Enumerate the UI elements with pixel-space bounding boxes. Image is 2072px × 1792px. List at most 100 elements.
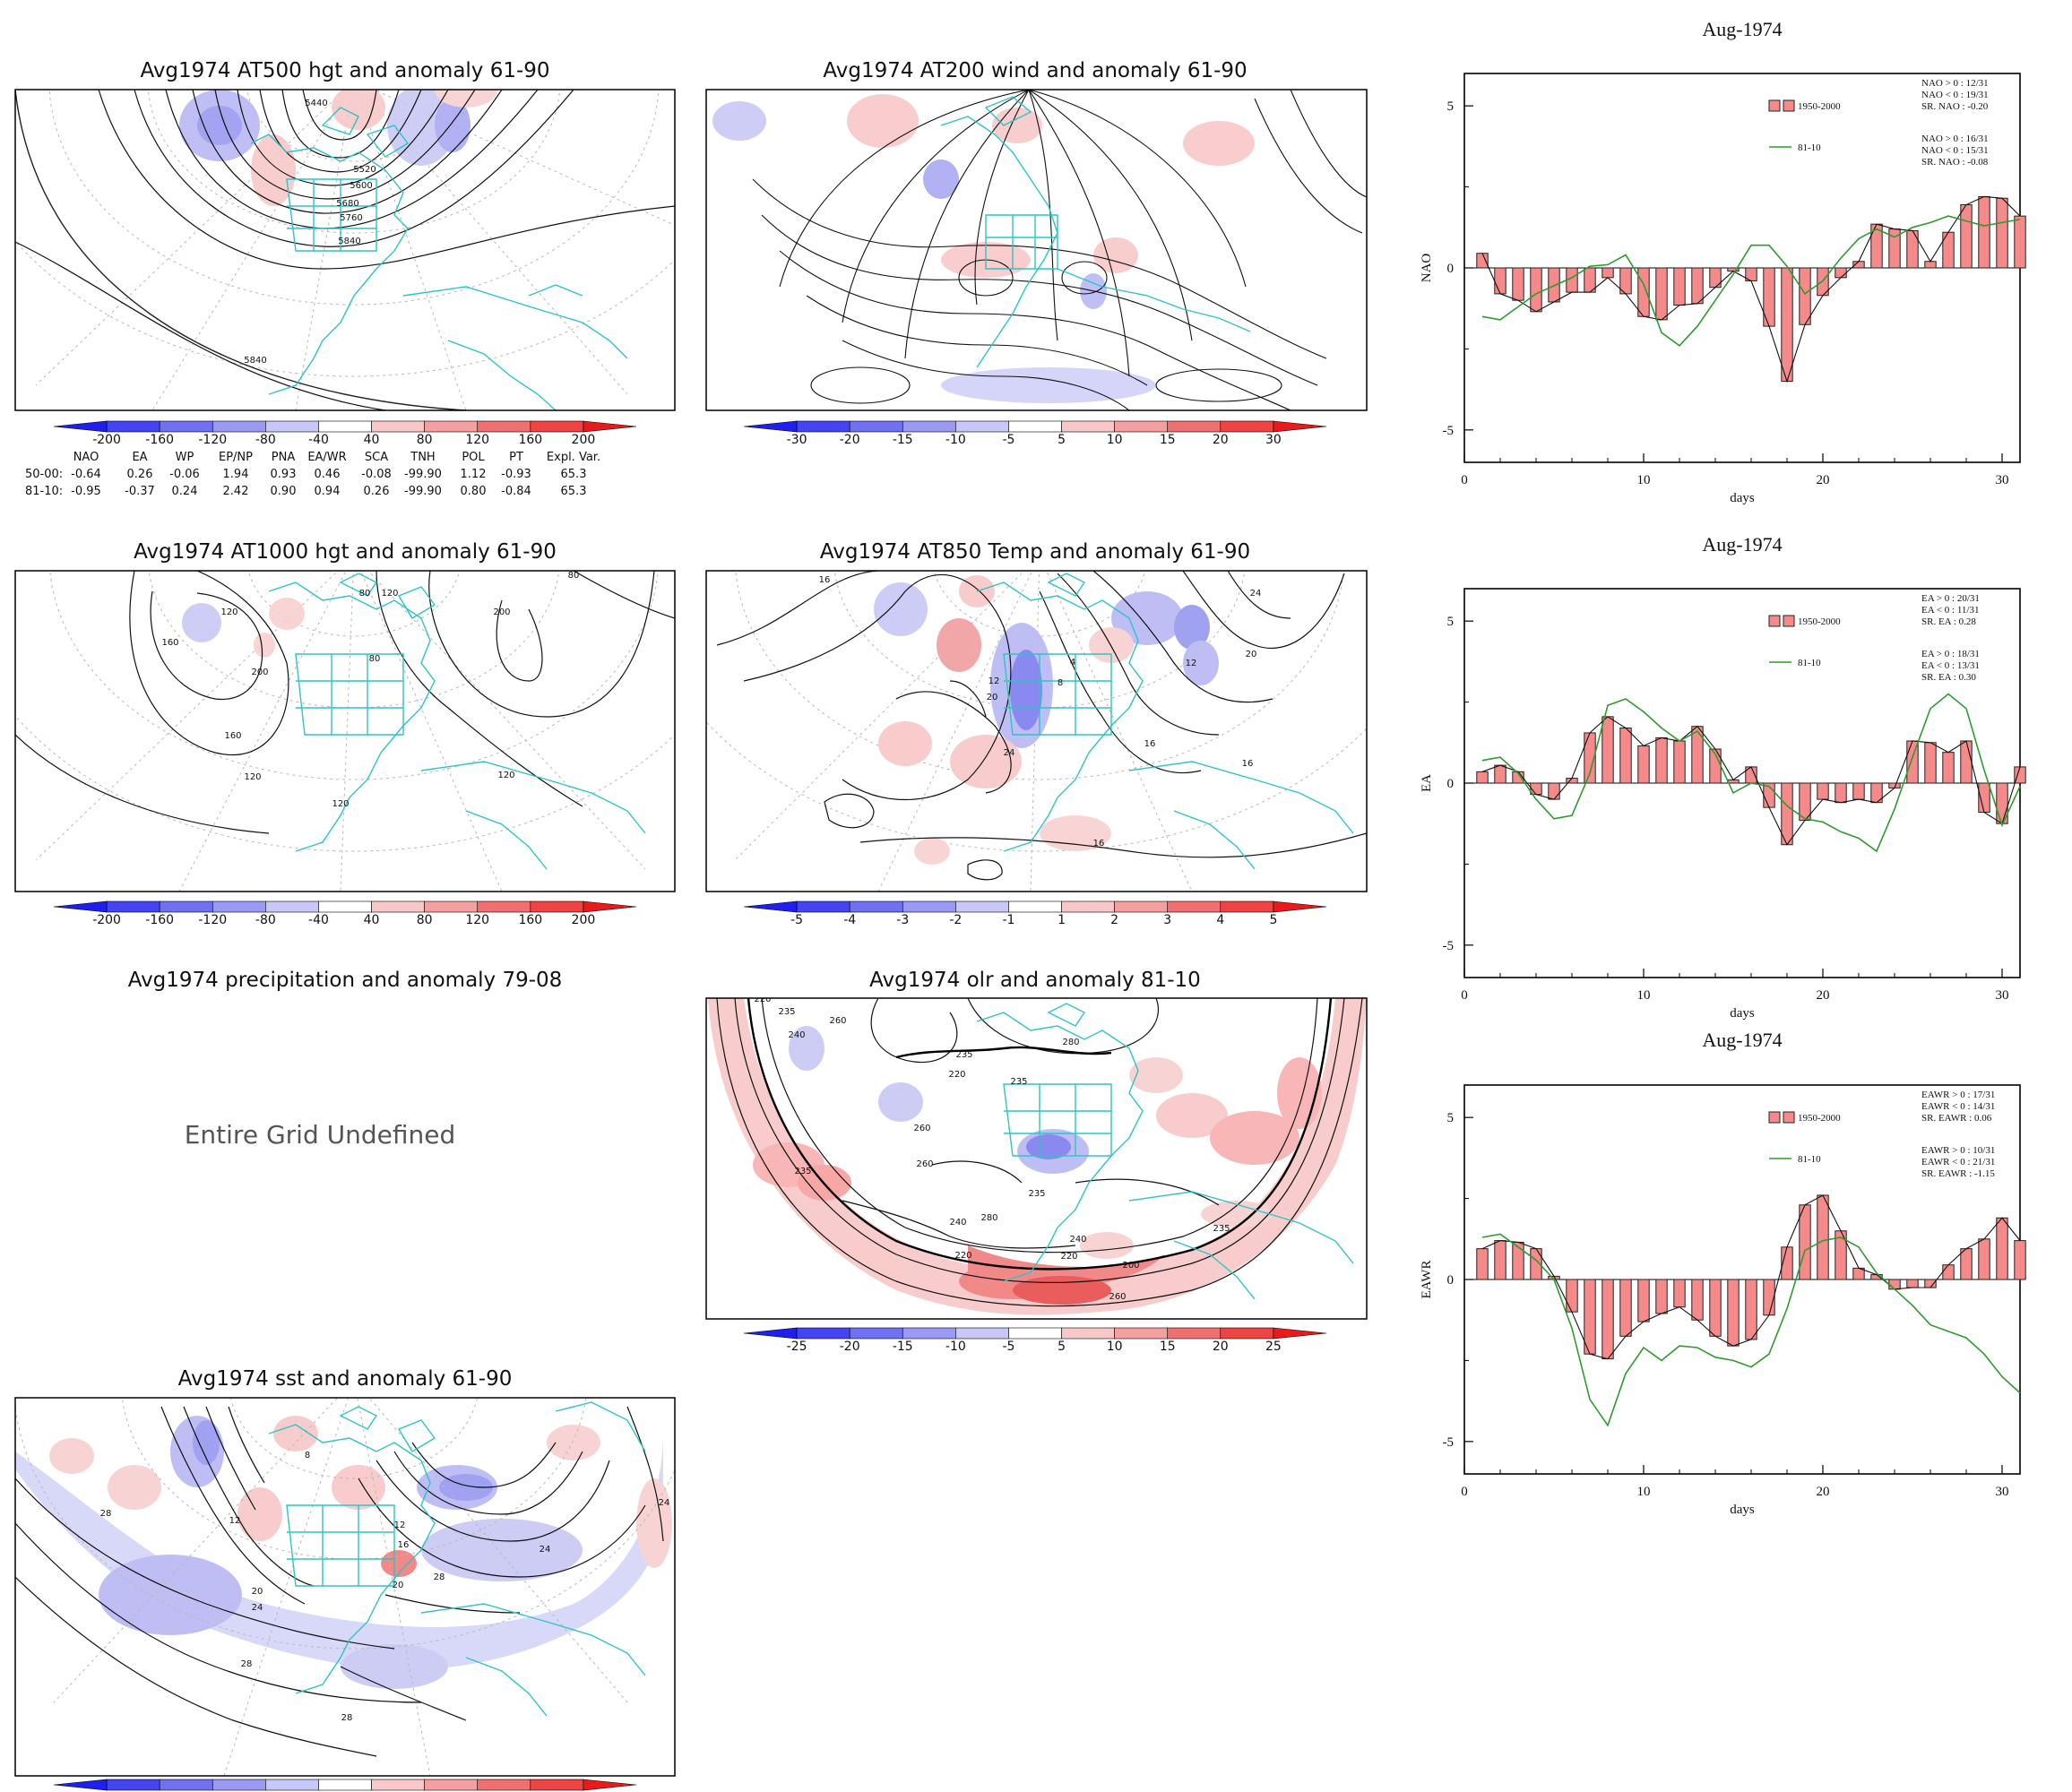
colorbar-swatch xyxy=(1220,900,1274,913)
map-field: 16 24 20 12 16 16 24 16 12 20 8 4 xyxy=(706,571,1367,892)
x-tick-label: 30 xyxy=(1996,1485,2009,1499)
colorbar-tick-label: 120 xyxy=(465,913,489,927)
table-cell: 0.80 xyxy=(461,485,487,498)
daily-bar xyxy=(1494,1240,1507,1280)
daily-bar xyxy=(1619,1279,1632,1337)
colorbar-swatch xyxy=(212,900,266,913)
contour-label: 16 xyxy=(1144,739,1156,749)
colorbar-swatch xyxy=(53,900,108,913)
contour-label: 160 xyxy=(161,638,178,648)
table-cell: 0.93 xyxy=(271,468,297,481)
colorbar-tick-label: -5 xyxy=(1002,1340,1014,1354)
colorbar-tick-label: -30 xyxy=(787,433,807,447)
colorbar-tick-label: -40 xyxy=(308,433,329,447)
contour-label: 16 xyxy=(398,1540,410,1550)
legend-stat: EA < 0 : 13/31 xyxy=(1921,660,1980,671)
colorbar-swatch xyxy=(1114,420,1169,433)
table-cell: 65.3 xyxy=(561,468,587,481)
colorbar-tick-label: 20 xyxy=(1213,1340,1229,1354)
table-cell: 1.12 xyxy=(461,468,487,481)
table-cell: -0.64 xyxy=(71,468,101,481)
x-tick-label: 0 xyxy=(1461,1485,1468,1499)
daily-bar xyxy=(1978,195,1990,269)
daily-bar xyxy=(1673,267,1686,306)
x-tick-label: 20 xyxy=(1817,1485,1830,1499)
colorbar-swatch xyxy=(849,900,903,913)
colorbar-tick-label: -3 xyxy=(896,913,909,927)
y-tick-label: -5 xyxy=(1443,1435,1455,1450)
table-header-cell: EA xyxy=(132,451,147,464)
contour-label: 200 xyxy=(251,668,268,677)
y-tick-label: 5 xyxy=(1447,99,1455,114)
colorbar-swatch xyxy=(265,420,319,433)
table-cell: -0.95 xyxy=(71,485,101,498)
colorbar-swatch xyxy=(1008,420,1062,433)
map-panel-sst: Avg1974 sst and anomaly 61-90 xyxy=(14,1367,676,1792)
contour-label: 5760 xyxy=(340,213,362,223)
colorbar-swatch xyxy=(477,420,531,433)
contour-label: 120 xyxy=(244,772,261,782)
map-field: 5440 5520 5600 5680 5760 5840 5840 xyxy=(15,90,675,410)
daily-bar xyxy=(1494,267,1507,295)
colorbar-tick-label: 80 xyxy=(417,913,433,927)
colorbar-swatch xyxy=(106,1779,160,1791)
colorbar-swatch xyxy=(902,900,956,913)
contour-label: 240 xyxy=(949,1218,966,1228)
daily-bar xyxy=(1817,1194,1829,1280)
contour-label: 12 xyxy=(394,1521,406,1530)
colorbar-swatch xyxy=(424,420,479,433)
colorbar-swatch xyxy=(530,1779,584,1791)
colorbar-swatch xyxy=(1061,420,1115,433)
colorbar-swatch xyxy=(1008,1327,1062,1340)
legend-stat: EAWR > 0 : 17/31 xyxy=(1921,1090,1995,1100)
legend-line-label: 81-10 xyxy=(1798,658,1821,668)
legend-bar-label: 1950-2000 xyxy=(1798,616,1841,627)
daily-bar xyxy=(1799,267,1811,325)
contour-label: 24 xyxy=(540,1545,551,1555)
colorbar-swatch xyxy=(318,1779,372,1791)
contour-label: 235 xyxy=(778,1007,795,1017)
daily-bar xyxy=(1996,1217,2008,1280)
chart-title: Aug-1974 xyxy=(1702,1029,1782,1051)
table-cell: 0.46 xyxy=(315,468,341,481)
table-header-cell: Expl. Var. xyxy=(547,451,600,464)
legend-stat: EA > 0 : 18/31 xyxy=(1921,649,1980,659)
table-row-label: 81-10: xyxy=(25,485,63,498)
colorbar-tick-label: -120 xyxy=(198,433,227,447)
daily-bar xyxy=(1942,1264,1955,1280)
colorbar-swatch xyxy=(743,900,798,913)
colorbar-tick-label: -40 xyxy=(308,913,329,927)
colorbar: -2.5-1.5-1-0.5-0.250.250.511.52.5 xyxy=(53,1779,637,1792)
map-field: 28 12 20 24 28 8 16 12 20 24 28 24 28 xyxy=(15,1398,675,1776)
colorbar-swatch xyxy=(583,1779,637,1791)
x-tick-label: 30 xyxy=(1996,473,2009,487)
table-header-cell: TNH xyxy=(410,451,435,464)
contour-label: 220 xyxy=(1060,1252,1077,1262)
contour-label: 120 xyxy=(332,799,349,809)
contour-label: 20 xyxy=(1246,650,1257,659)
daily-bar xyxy=(2014,1240,2026,1280)
daily-bar xyxy=(1601,716,1614,784)
legend-stat: EAWR < 0 : 14/31 xyxy=(1921,1101,1995,1112)
daily-bar xyxy=(1637,1279,1650,1322)
table-cell: 0.26 xyxy=(364,485,390,498)
contour-label: 120 xyxy=(381,589,398,599)
daily-bar xyxy=(1960,203,1973,269)
colorbar-swatch xyxy=(583,420,637,433)
daily-bar xyxy=(1978,1238,1990,1280)
colorbar-swatch xyxy=(902,1327,956,1340)
daily-bar xyxy=(1906,229,1919,269)
colorbar-swatch xyxy=(53,1779,108,1791)
colorbar-tick-label: 4 xyxy=(1216,913,1224,927)
daily-bar xyxy=(1835,267,1847,279)
undefined-grid-message: Entire Grid Undefined xyxy=(185,1120,456,1150)
legend-bar-swatch xyxy=(1768,1111,1781,1124)
y-tick-label: 0 xyxy=(1447,262,1455,276)
contour-label: 80 xyxy=(369,654,381,664)
map-field: 220 235 260 240 280 235 220 235 260 235 … xyxy=(706,998,1367,1319)
x-tick-label: 20 xyxy=(1817,988,1830,1003)
daily-bar xyxy=(1691,267,1704,305)
colorbar-swatch xyxy=(1167,900,1222,913)
colorbar-swatch xyxy=(955,420,1009,433)
colorbar-tick-label: 5 xyxy=(1058,433,1066,447)
